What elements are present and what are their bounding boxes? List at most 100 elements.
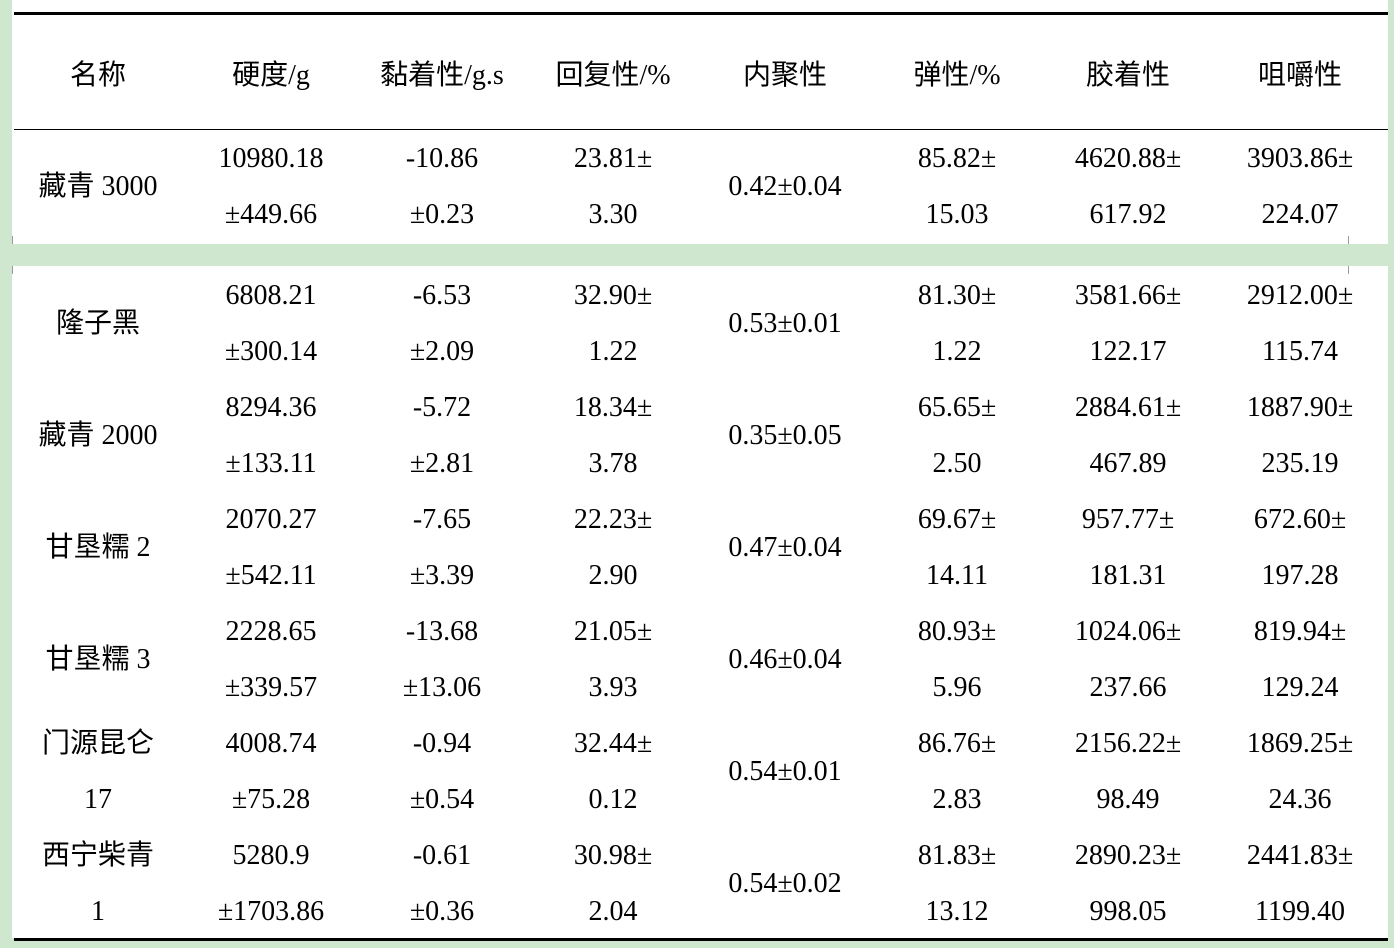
table-cell: 80.93± 5.96 [871, 604, 1043, 716]
table-cell-line: 81.30± [917, 280, 997, 311]
table-cell-line: ±0.36 [409, 896, 475, 927]
table-cell: 0.54±0.01 [699, 716, 871, 828]
table-cell-line: 224.07 [1261, 199, 1339, 230]
row-label: 藏青 2000 [12, 380, 184, 492]
table-cell: 4008.74 ±75.28 [185, 716, 357, 828]
table-cell: 81.83± 13.12 [871, 828, 1043, 940]
table-cell-line: ±1703.86 [217, 896, 325, 927]
table-cell-line: 197.28 [1261, 560, 1339, 591]
table-cell-line: 819.94± [1253, 616, 1347, 647]
row-label: 甘垦糯 3 [12, 604, 184, 716]
table-cell-line: ±75.28 [231, 784, 311, 815]
table-cell-line: 3.78 [588, 448, 638, 479]
table-cell-line: ±133.11 [225, 448, 317, 479]
table-cell: 2070.27 ±542.11 [185, 492, 357, 604]
table-cell: 21.05± 3.93 [527, 604, 699, 716]
table-cell: 2884.61± 467.89 [1042, 380, 1214, 492]
table-cell: 18.34± 3.78 [527, 380, 699, 492]
row-label: 门源昆仑 17 [12, 716, 184, 828]
table-cell-line: 129.24 [1261, 672, 1339, 703]
table-cell: 0.53±0.01 [699, 268, 871, 380]
page-break-mark [12, 266, 13, 274]
table-cell-line: 6808.21 [225, 280, 317, 311]
table-cell: 5280.9 ±1703.86 [185, 828, 357, 940]
table-cell-line: -0.61 [412, 840, 472, 871]
row-label-line: 西宁柴青 [41, 840, 154, 871]
table-cell: 819.94± 129.24 [1214, 604, 1386, 716]
table-cell-line: 0.54±0.01 [728, 756, 842, 787]
table-cell-line: 2441.83± [1246, 840, 1354, 871]
table-cell-line: 15.03 [925, 199, 989, 230]
table-cell-line: 0.35±0.05 [728, 420, 842, 451]
table-cell: 2890.23± 998.05 [1042, 828, 1214, 940]
table-cell-line: 2912.00± [1246, 280, 1354, 311]
row-label-line: 隆子黑 [55, 308, 140, 339]
table-cell-line: 1887.90± [1246, 392, 1354, 423]
table-cell-line: 0.53±0.01 [728, 308, 842, 339]
table-cell: 0.47±0.04 [699, 492, 871, 604]
row-label-line: 17 [84, 784, 112, 815]
column-header: 黏着性/g.s [380, 59, 504, 91]
table-cell: 23.81± 3.30 [527, 131, 699, 243]
column-header: 内聚性 [742, 59, 827, 91]
table-cell-line: 1869.25± [1246, 728, 1354, 759]
table-cell-line: ±2.81 [409, 448, 475, 479]
table-cell-line: 30.98± [573, 840, 653, 871]
table-cell-line: 3.30 [588, 199, 638, 230]
table-cell-line: 86.76± [917, 728, 997, 759]
row-label-line: 1 [91, 896, 105, 927]
column-header: 名称 [69, 59, 126, 91]
page-bottom [12, 266, 1388, 938]
page-break-mark [1348, 236, 1349, 244]
table-cell-line: 2.04 [588, 896, 638, 927]
table-cell-line: 957.77± [1081, 504, 1175, 535]
table-cell-line: 32.44± [573, 728, 653, 759]
table-cell-line: 4008.74 [225, 728, 317, 759]
table-cell-line: 2.50 [932, 448, 982, 479]
table-cell: 32.44± 0.12 [527, 716, 699, 828]
table-cell-line: 2890.23± [1074, 840, 1182, 871]
table-cell: 672.60± 197.28 [1214, 492, 1386, 604]
table-cell: 30.98± 2.04 [527, 828, 699, 940]
table-cell-line: 5.96 [932, 672, 982, 703]
table-cell: 6808.21 ±300.14 [185, 268, 357, 380]
table-cell-line: 32.90± [573, 280, 653, 311]
table-cell-line: 21.05± [573, 616, 653, 647]
table-cell-line: 81.83± [917, 840, 997, 871]
row-label-line: 藏青 3000 [38, 171, 158, 202]
table-cell: 22.23± 2.90 [527, 492, 699, 604]
table-cell-line: 14.11 [926, 560, 988, 591]
table-cell-line: 115.74 [1262, 336, 1338, 367]
table-cell-line: ±0.23 [409, 199, 475, 230]
page-break-mark [12, 236, 13, 244]
table-cell-line: -6.53 [412, 280, 472, 311]
table-cell: -0.94 ±0.54 [356, 716, 528, 828]
table-cell-line: ±2.09 [409, 336, 475, 367]
table-bottom-rule [14, 938, 1388, 941]
table-cell-line: -5.72 [412, 392, 472, 423]
header-rule [14, 129, 1388, 130]
table-cell-line: 80.93± [917, 616, 997, 647]
table-cell-line: 69.67± [917, 504, 997, 535]
table-cell-line: 18.34± [573, 392, 653, 423]
table-cell: -6.53 ±2.09 [356, 268, 528, 380]
table-cell-line: ±300.14 [224, 336, 318, 367]
table-cell-line: 10980.18 [218, 143, 324, 174]
table-cell-line: 0.42±0.04 [728, 171, 842, 202]
table-top-rule [14, 12, 1388, 15]
table-cell-line: 3.93 [588, 672, 638, 703]
table-cell-line: 2.90 [588, 560, 638, 591]
table-cell-line: ±449.66 [224, 199, 318, 230]
table-cell-line: 13.12 [925, 896, 989, 927]
table-cell-line: 617.92 [1089, 199, 1167, 230]
row-label-line: 甘垦糯 3 [45, 644, 151, 675]
table-cell-line: 23.81± [573, 143, 653, 174]
table-cell-line: 5280.9 [232, 840, 310, 871]
row-label-line: 门源昆仑 [41, 728, 154, 759]
table-cell: 0.42±0.04 [699, 131, 871, 243]
table-cell-line: 3581.66± [1074, 280, 1182, 311]
page-top [12, 0, 1388, 244]
table-cell-line: 235.19 [1261, 448, 1339, 479]
table-cell-line: 24.36 [1268, 784, 1332, 815]
row-label: 隆子黑 [12, 268, 184, 380]
